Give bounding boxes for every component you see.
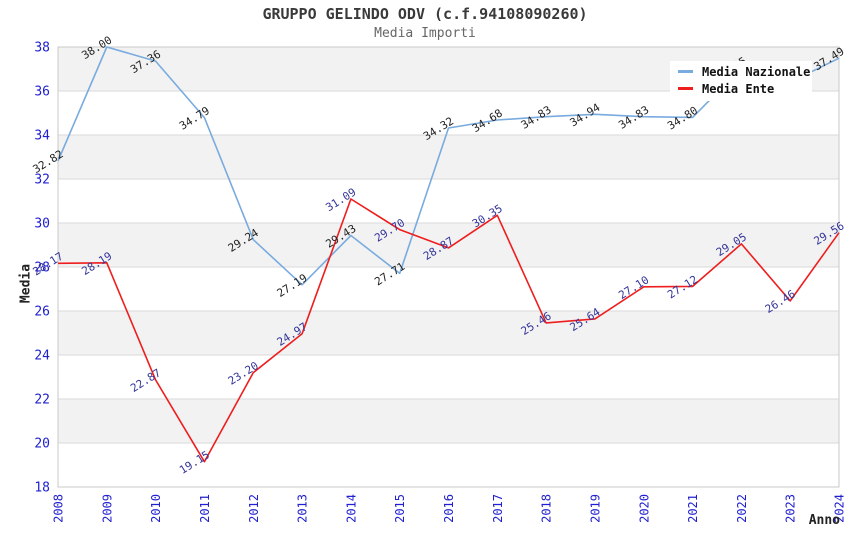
x-tick-label: 2023 <box>784 494 798 523</box>
x-tick-label: 2008 <box>52 494 66 523</box>
x-axis-title: Anno <box>808 513 840 528</box>
x-tick-label: 2024 <box>833 494 847 523</box>
y-tick-label: 20 <box>34 437 50 452</box>
data-label: 23.20 <box>226 359 261 388</box>
x-tick-label: 2018 <box>540 494 554 523</box>
plot-band <box>58 223 839 267</box>
x-tick-label: 2020 <box>637 494 651 523</box>
legend-label: Media Nazionale <box>702 64 811 79</box>
data-label: 34.83 <box>519 103 554 132</box>
x-tick-label: 2010 <box>149 494 163 523</box>
legend-item-media-ente: Media Ente <box>670 80 812 97</box>
x-tick-label: 2013 <box>296 494 310 523</box>
x-tick-label: 2012 <box>247 494 261 523</box>
data-label: 27.12 <box>665 273 700 302</box>
data-label: 34.80 <box>665 104 700 133</box>
legend-label: Media Ente <box>702 81 775 96</box>
y-tick-label: 24 <box>34 349 50 364</box>
y-tick-label: 22 <box>34 393 50 408</box>
data-label: 34.68 <box>470 107 505 136</box>
x-tick-label: 2016 <box>442 494 456 523</box>
y-tick-label: 38 <box>34 41 50 56</box>
y-tick-label: 18 <box>34 481 50 496</box>
data-label: 19.15 <box>177 448 212 477</box>
x-tick-label: 2017 <box>491 494 505 523</box>
data-label: 22.87 <box>128 366 163 395</box>
plot-border <box>57 46 840 488</box>
y-tick-label: 32 <box>34 173 50 188</box>
x-tick-label: 2022 <box>735 494 749 523</box>
data-label: 34.79 <box>177 104 212 133</box>
y-tick-label: 34 <box>34 129 50 144</box>
plot-band <box>58 311 839 355</box>
y-tick-label: 28 <box>34 261 50 276</box>
plot-band <box>58 399 839 443</box>
x-tick-label: 2015 <box>393 494 407 523</box>
y-axis-title: Media <box>18 263 34 304</box>
x-tick-label: 2009 <box>100 494 114 523</box>
legend: Media Nazionale Media Ente <box>670 61 812 101</box>
y-tick-label: 30 <box>34 217 50 232</box>
legend-swatch-red-line-icon <box>678 87 693 90</box>
y-tick-label: 26 <box>34 305 50 320</box>
x-tick-label: 2021 <box>686 494 700 523</box>
data-label: 31.09 <box>323 186 358 215</box>
y-tick-label: 36 <box>34 85 50 100</box>
data-label: 27.10 <box>616 273 651 302</box>
legend-item-media-nazionale: Media Nazionale <box>670 63 812 80</box>
x-tick-label: 2019 <box>588 494 602 523</box>
legend-swatch-blue-line-icon <box>678 70 693 73</box>
plot-band <box>58 135 839 179</box>
x-tick-label: 2011 <box>198 494 212 523</box>
x-tick-label: 2014 <box>344 494 358 523</box>
chart-title: GRUPPO GELINDO ODV (c.f.94108090260) <box>262 5 588 23</box>
chart-subtitle: Media Importi <box>374 26 476 41</box>
data-label: 34.83 <box>616 103 651 132</box>
series-line-media-ente <box>57 198 840 463</box>
